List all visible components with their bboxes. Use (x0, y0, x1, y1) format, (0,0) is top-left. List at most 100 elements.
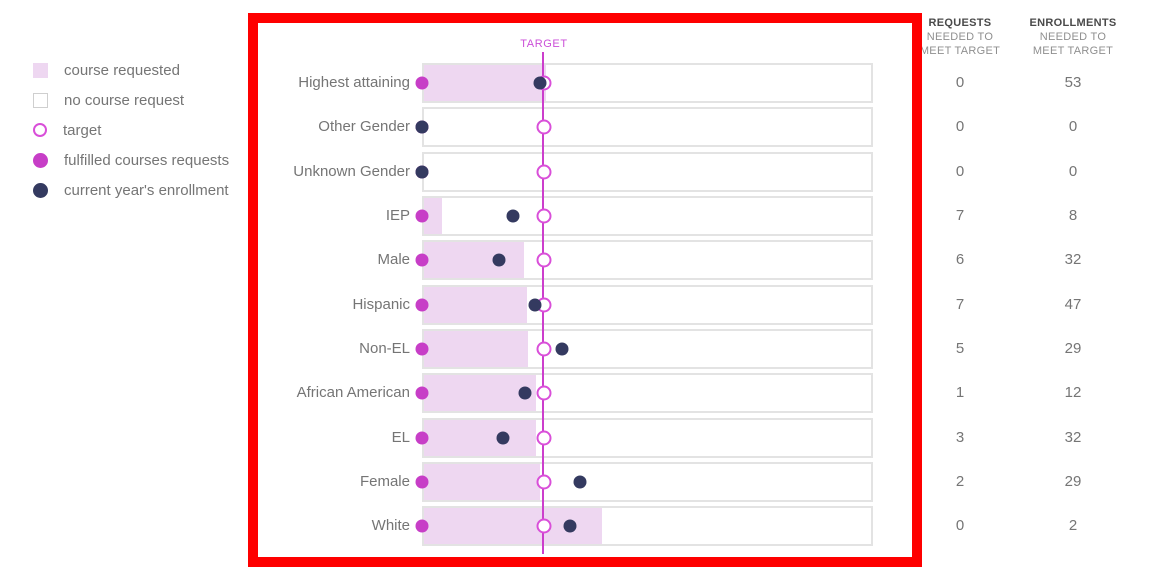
enrollment-marker[interactable] (415, 165, 429, 179)
legend-item-course-requested: course requested (33, 55, 229, 85)
course-requested-bar (424, 242, 524, 279)
bar-track[interactable] (422, 240, 873, 281)
fulfilled-requests-marker[interactable] (415, 475, 429, 489)
bar-track[interactable] (422, 461, 873, 502)
bar-track[interactable] (422, 506, 873, 547)
fulfilled-requests-marker[interactable] (415, 253, 429, 267)
target-label: TARGET (520, 38, 568, 50)
requests-needed-value: 0 (955, 162, 965, 180)
enrollment-marker[interactable] (415, 120, 429, 134)
bar-track[interactable] (422, 107, 873, 148)
requests-header-line: MEET TARGET (919, 45, 1001, 57)
row-label: Highest attaining (298, 74, 410, 91)
requests-needed-value: 2 (955, 472, 965, 490)
target-marker[interactable] (536, 252, 552, 268)
row-label: Hispanic (352, 295, 410, 313)
legend-label: fulfilled courses requests (64, 151, 230, 169)
requests-needed-value: 6 (955, 251, 965, 269)
course-requested-bar (424, 198, 442, 234)
enrollment-marker[interactable] (506, 209, 520, 223)
target-marker[interactable] (536, 119, 552, 135)
chart-row: Unknown Gender 0 0 (0, 150, 1169, 194)
legend-label: no course request (64, 91, 185, 109)
row-label: Female (359, 472, 410, 490)
current-years-enrollment-swatch (33, 182, 48, 198)
course-requested-bar (424, 65, 546, 101)
course-requested-bar (424, 463, 540, 500)
target-marker[interactable] (536, 474, 552, 490)
requests-needed-value: 1 (955, 384, 965, 402)
enrollments-needed-value: 0 (1068, 118, 1078, 136)
bar-track[interactable] (422, 328, 873, 369)
fulfilled-requests-marker[interactable] (415, 519, 429, 533)
legend-label: current year's enrollment (64, 181, 229, 199)
target-marker[interactable] (536, 518, 552, 534)
enrollments-needed-value: 32 (1064, 251, 1082, 269)
requests-needed-value: 0 (955, 74, 965, 91)
chart-row: Hispanic 7 47 (0, 283, 1169, 327)
legend-item-no-course-request: no course request (33, 85, 229, 115)
bar-track[interactable] (422, 151, 873, 192)
fulfilled-requests-marker[interactable] (415, 209, 429, 223)
enrollment-marker[interactable] (528, 298, 542, 312)
enrollments-column-header: ENROLLMENTS NEEDED TO MEET TARGET (1012, 16, 1134, 58)
enrollment-marker[interactable] (573, 475, 587, 489)
legend-label: course requested (64, 61, 180, 79)
chart-row: African American 1 12 (0, 371, 1169, 415)
course-requested-bar (424, 330, 528, 367)
chart-row: Female 2 29 (0, 460, 1169, 504)
row-label: EL (391, 428, 410, 446)
enrollments-needed-value: 8 (1068, 207, 1078, 224)
bar-track[interactable] (422, 417, 873, 458)
enrollment-marker[interactable] (563, 519, 577, 533)
requests-needed-value: 7 (955, 295, 965, 313)
chart-row: EL 3 32 (0, 416, 1169, 460)
course-requested-bar (424, 419, 536, 456)
bar-track[interactable] (422, 373, 873, 414)
target-marker[interactable] (536, 385, 552, 401)
enrollments-needed-value: 32 (1064, 428, 1082, 446)
bar-track[interactable] (422, 196, 873, 236)
enrollment-marker[interactable] (533, 76, 547, 90)
chart-legend: course requested no course request targe… (33, 55, 229, 205)
enrollment-marker[interactable] (555, 342, 569, 356)
bar-track[interactable] (422, 284, 873, 325)
enrollments-needed-value: 0 (1068, 162, 1078, 180)
target-marker[interactable] (536, 164, 552, 180)
enrollments-needed-value: 2 (1068, 517, 1078, 535)
legend-label: target (63, 121, 102, 139)
chart-row: Other Gender 0 0 (0, 105, 1169, 149)
enrollments-header-line: NEEDED TO (1039, 31, 1107, 43)
fulfilled-requests-marker[interactable] (415, 342, 429, 356)
target-marker[interactable] (536, 208, 552, 224)
bar-track[interactable] (422, 63, 873, 103)
target-swatch (33, 123, 47, 137)
enrollments-needed-value: 29 (1064, 472, 1082, 490)
row-label: IEP (385, 207, 410, 224)
course-requested-bar (424, 286, 527, 323)
target-marker[interactable] (536, 430, 552, 446)
fulfilled-courses-requests-swatch (33, 152, 48, 168)
fulfilled-requests-marker[interactable] (415, 431, 429, 445)
enrollments-needed-value: 47 (1064, 295, 1082, 313)
enrollment-marker[interactable] (518, 386, 532, 400)
requests-header-line: NEEDED TO (926, 31, 994, 43)
target-marker[interactable] (536, 341, 552, 357)
row-label: Unknown Gender (293, 162, 410, 180)
row-label: Non-EL (359, 339, 410, 357)
fulfilled-requests-marker[interactable] (415, 386, 429, 400)
fulfilled-requests-marker[interactable] (415, 298, 429, 312)
row-label: Other Gender (318, 118, 410, 136)
enrollment-marker[interactable] (492, 253, 506, 267)
enrollments-needed-value: 29 (1064, 339, 1082, 357)
requests-needed-value: 0 (955, 118, 965, 136)
enrollments-needed-value: 12 (1064, 384, 1082, 402)
no-course-request-swatch (33, 92, 48, 108)
requests-needed-value: 7 (955, 207, 965, 224)
fulfilled-requests-marker[interactable] (415, 76, 429, 90)
row-label: African American (296, 384, 410, 402)
chart-row: Male 6 32 (0, 238, 1169, 282)
enrollment-marker[interactable] (496, 431, 510, 445)
chart-row: Non-EL 5 29 (0, 327, 1169, 371)
chart-row: IEP 7 8 (0, 194, 1169, 238)
